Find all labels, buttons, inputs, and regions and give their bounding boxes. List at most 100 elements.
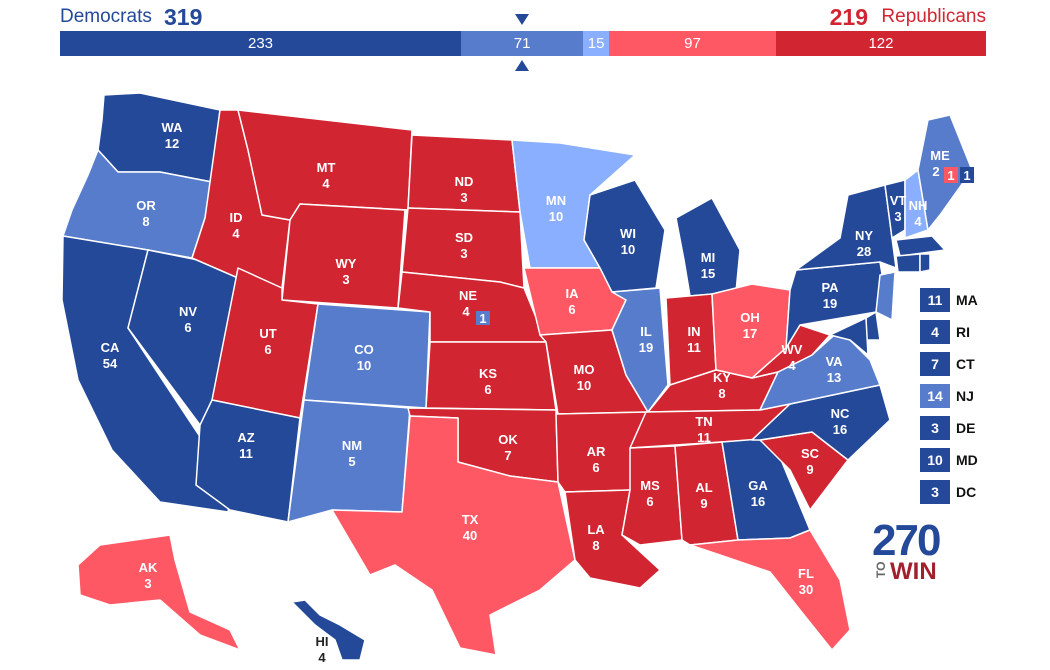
state-ev-va: 13 xyxy=(827,370,841,385)
small-state-dc[interactable]: 3 DC xyxy=(920,480,1030,506)
state-label-mt: MT xyxy=(317,160,336,175)
state-label-wy: WY xyxy=(336,256,357,271)
ne-district-box[interactable] xyxy=(476,311,490,325)
state-label-mn: MN xyxy=(546,193,566,208)
state-ny[interactable] xyxy=(795,184,897,271)
state-ev-ny: 28 xyxy=(857,244,871,259)
state-fl[interactable] xyxy=(689,529,851,651)
republicans-label: Republicans xyxy=(881,6,986,27)
state-label-sd: SD xyxy=(455,230,473,245)
state-ev-ut: 6 xyxy=(264,342,271,357)
bar-segment: 15 xyxy=(583,31,610,56)
state-label-ms: MS xyxy=(640,478,660,493)
state-ev-wa: 12 xyxy=(165,136,179,151)
state-wy[interactable] xyxy=(281,203,406,309)
state-label-il: IL xyxy=(640,324,652,339)
small-state-abbr: NJ xyxy=(956,388,974,404)
small-state-ev: 11 xyxy=(920,288,950,312)
small-state-ev: 7 xyxy=(920,352,950,376)
state-hi[interactable] xyxy=(291,599,366,661)
state-label-ny: NY xyxy=(855,228,873,243)
state-tx[interactable] xyxy=(331,415,576,656)
logo-number: 270 xyxy=(872,516,941,565)
state-nj[interactable] xyxy=(875,271,896,321)
state-ct[interactable] xyxy=(895,253,921,273)
state-ev-mn: 10 xyxy=(549,209,563,224)
state-az[interactable] xyxy=(195,399,301,523)
state-ev-al: 9 xyxy=(700,496,707,511)
state-label-ok: OK xyxy=(498,432,518,447)
state-ev-mt: 4 xyxy=(322,176,330,191)
small-state-ev: 10 xyxy=(920,448,950,472)
small-state-md[interactable]: 10 MD xyxy=(920,448,1030,474)
270-marker-down-icon xyxy=(515,14,529,25)
small-state-nj[interactable]: 14 NJ xyxy=(920,384,1030,410)
state-label-ks: KS xyxy=(479,366,497,381)
state-label-ga: GA xyxy=(748,478,768,493)
state-label-la: LA xyxy=(587,522,605,537)
state-label-ia: IA xyxy=(566,286,580,301)
state-label-fl: FL xyxy=(798,566,814,581)
state-label-tn: TN xyxy=(695,414,712,429)
small-state-ma[interactable]: 11 MA xyxy=(920,288,1030,314)
me-district-dem-box[interactable] xyxy=(960,167,974,183)
me-district-rep-ev: 1 xyxy=(947,168,954,183)
state-de[interactable] xyxy=(865,311,881,341)
state-label-wi: WI xyxy=(620,226,636,241)
small-state-ri[interactable]: 4 RI xyxy=(920,320,1030,346)
state-ev-in: 11 xyxy=(687,340,701,355)
small-state-de[interactable]: 3 DE xyxy=(920,416,1030,442)
state-label-ky: KY xyxy=(713,370,731,385)
small-state-abbr: CT xyxy=(956,356,975,372)
state-label-co: CO xyxy=(354,342,374,357)
state-ev-hi: 4 xyxy=(318,650,326,665)
state-ev-sd: 3 xyxy=(460,246,467,261)
state-wa[interactable] xyxy=(97,92,221,183)
small-state-abbr: DC xyxy=(956,484,977,500)
state-label-or: OR xyxy=(136,198,156,213)
results-header: Democrats 319 219 Republicans xyxy=(60,4,986,30)
state-ev-il: 19 xyxy=(639,340,653,355)
state-ev-ms: 6 xyxy=(646,494,653,509)
state-mi[interactable] xyxy=(675,197,741,297)
state-label-ca: CA xyxy=(101,340,120,355)
state-ev-az: 11 xyxy=(239,446,253,461)
state-md[interactable] xyxy=(829,317,869,356)
small-state-ev: 14 xyxy=(920,384,950,408)
state-ev-ak: 3 xyxy=(144,576,151,591)
small-state-ev: 3 xyxy=(920,480,950,504)
state-ev-fl: 30 xyxy=(799,582,813,597)
small-state-abbr: MD xyxy=(956,452,978,468)
state-ev-mo: 10 xyxy=(577,378,591,393)
republicans-total: 219 xyxy=(829,4,868,30)
democrats-total: 319 xyxy=(164,4,203,30)
state-ev-sc: 9 xyxy=(806,462,813,477)
state-label-in: IN xyxy=(688,324,701,339)
small-state-abbr: MA xyxy=(956,292,978,308)
state-label-va: VA xyxy=(825,354,843,369)
state-ev-nv: 6 xyxy=(184,320,191,335)
me-district-rep-box[interactable] xyxy=(944,167,958,183)
bar-segment: 71 xyxy=(461,31,584,56)
state-ev-pa: 19 xyxy=(823,296,837,311)
state-label-wa: WA xyxy=(162,120,184,135)
state-ma[interactable] xyxy=(895,235,946,257)
state-label-mi: MI xyxy=(701,250,715,265)
270towin-logo: 270 TO WIN xyxy=(872,516,947,586)
small-state-ct[interactable]: 7 CT xyxy=(920,352,1030,378)
state-label-nd: ND xyxy=(455,174,474,189)
state-label-mo: MO xyxy=(574,362,595,377)
state-ev-wv: 4 xyxy=(788,358,796,373)
state-ri[interactable] xyxy=(919,253,931,273)
state-ev-nm: 5 xyxy=(348,454,355,469)
state-ak[interactable] xyxy=(77,534,241,651)
state-ev-nc: 16 xyxy=(833,422,847,437)
state-ev-id: 4 xyxy=(232,226,240,241)
state-il[interactable] xyxy=(611,287,669,413)
state-label-ut: UT xyxy=(259,326,276,341)
state-ev-me: 2 xyxy=(932,164,939,179)
me-district-dem-ev: 1 xyxy=(963,168,970,183)
state-label-nc: NC xyxy=(831,406,850,421)
state-label-hi: HI xyxy=(316,634,329,649)
